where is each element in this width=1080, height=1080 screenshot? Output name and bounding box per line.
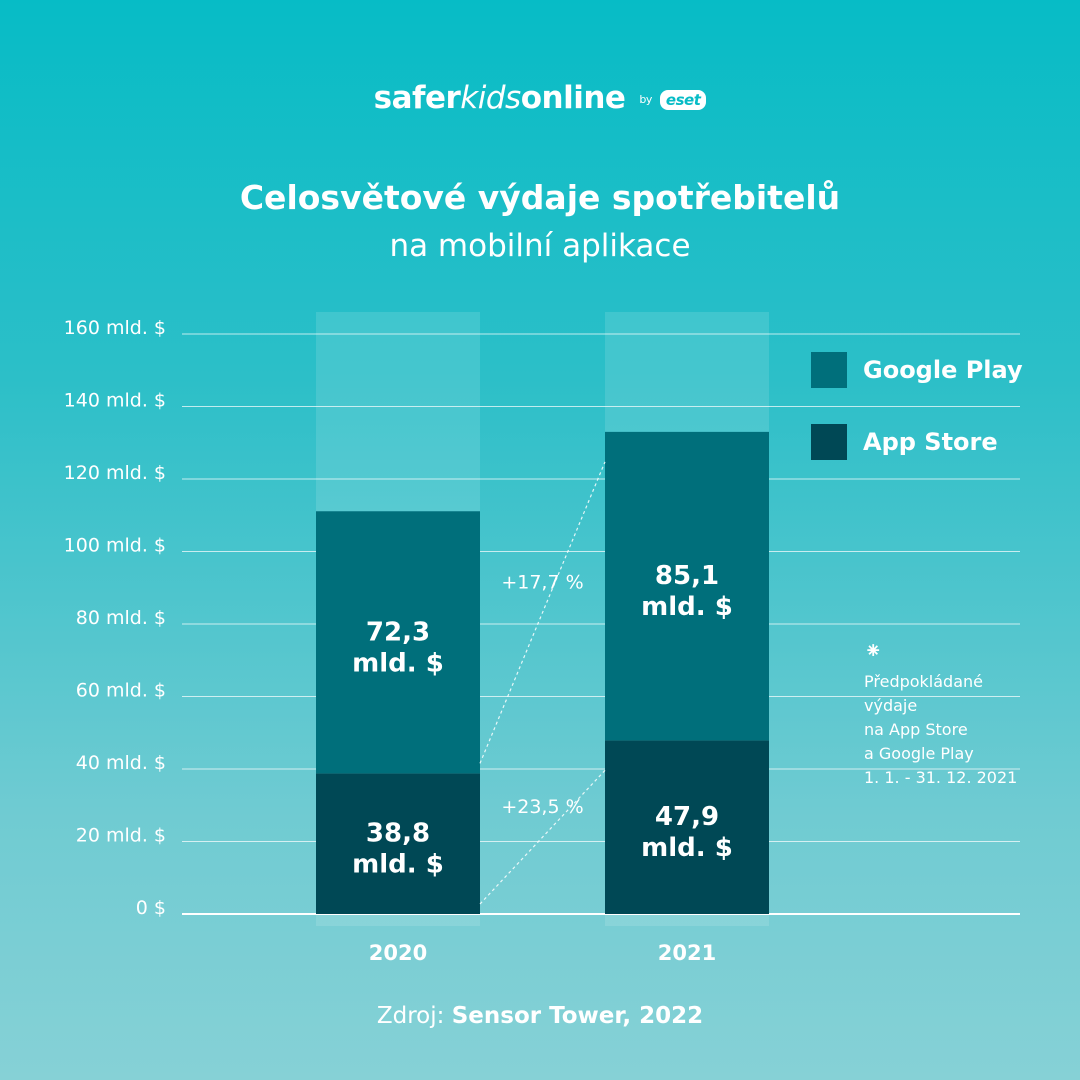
- y-tick-label: 80 mld. $: [76, 607, 166, 629]
- bar-value-label-line: 72,3: [366, 617, 430, 647]
- note-line: Předpokládané: [864, 672, 983, 691]
- x-tick-label: 2021: [658, 941, 716, 965]
- y-tick-label: 120 mld. $: [64, 462, 166, 484]
- y-tick-label: 0 $: [136, 897, 166, 919]
- y-tick-label: 160 mld. $: [64, 317, 166, 339]
- bar-value-label-line: 85,1: [655, 561, 719, 591]
- y-tick-label: 140 mld. $: [64, 390, 166, 412]
- note-line: na App Store: [864, 720, 968, 739]
- forecast-note: ⁕ Předpokládané výdaje na App Store a Go…: [864, 640, 1017, 790]
- bar-value-label-line: mld. $: [352, 850, 444, 880]
- source-label: Zdroj:: [376, 1003, 445, 1029]
- bar-value-label: 85,1 mld. $: [641, 561, 733, 622]
- y-tick-label: 100 mld. $: [64, 535, 166, 557]
- bar-value-label-line: 47,9: [655, 802, 719, 832]
- bar-value-label: 72,3 mld. $: [352, 617, 444, 678]
- bar-value-label-line: 38,8: [366, 819, 430, 849]
- legend-item-app-store: App Store: [811, 424, 998, 460]
- note-line: a Google Play: [864, 744, 974, 763]
- legend-label-google-play: Google Play: [863, 356, 1023, 384]
- brand-logo: saferkidsonline by eset: [0, 80, 1080, 116]
- eset-logo: eset: [659, 89, 707, 110]
- x-tick-label: 2020: [369, 941, 427, 965]
- brand-part-safer: safer: [373, 80, 461, 116]
- bar-value-label: 38,8 mld. $: [352, 819, 444, 880]
- note-line: 1. 1. - 31. 12. 2021: [864, 768, 1018, 787]
- bar-segment: [316, 773, 480, 914]
- bar-value-label: 47,9 mld. $: [641, 802, 733, 863]
- growth-connector: [479, 461, 606, 764]
- bar-segment: [316, 511, 480, 774]
- bar-segment: [605, 740, 769, 914]
- chart-title: Celosvětové výdaje spotřebitelů: [239, 178, 841, 217]
- growth-connector: [479, 769, 606, 905]
- y-tick-label: 20 mld. $: [76, 825, 166, 847]
- growth-label: +23,5 %: [501, 796, 583, 818]
- bar-segment: [605, 431, 769, 741]
- source-line: Zdroj: Sensor Tower, 2022: [0, 1003, 1080, 1029]
- y-tick-label: 40 mld. $: [76, 752, 166, 774]
- legend-item-google-play: Google Play: [811, 352, 1023, 388]
- legend-swatch-google-play: [811, 352, 847, 388]
- bar-value-label-line: mld. $: [641, 833, 733, 863]
- note-line: výdaje: [864, 696, 918, 715]
- brand-by: by: [639, 93, 652, 106]
- legend-swatch-app-store: [811, 424, 847, 460]
- brand-part-online: online: [520, 80, 626, 116]
- asterisk-icon: ⁕: [864, 639, 883, 664]
- brand-part-kids: kids: [460, 80, 521, 116]
- y-tick-label: 60 mld. $: [76, 680, 166, 702]
- legend-label-app-store: App Store: [863, 428, 998, 456]
- bar-value-label-line: mld. $: [352, 648, 444, 678]
- chart-subtitle: na mobilní aplikace: [389, 228, 691, 264]
- growth-label: +17,7 %: [501, 572, 583, 594]
- source-value: Sensor Tower, 2022: [451, 1003, 704, 1029]
- bar-value-label-line: mld. $: [641, 592, 733, 622]
